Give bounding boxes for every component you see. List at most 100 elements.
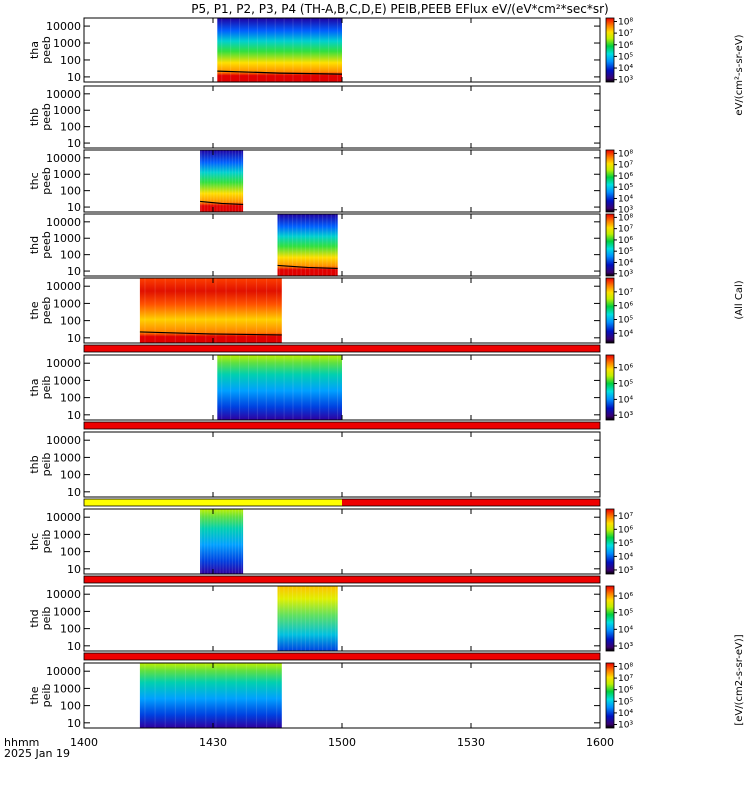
colorbar-tick-label: 10⁷ <box>618 161 633 171</box>
y-tick-label: 10 <box>67 265 81 278</box>
status-bar-frame <box>83 421 601 430</box>
spectrogram-thc-peeb <box>200 150 244 212</box>
y-tick-label: 10000 <box>46 280 81 293</box>
colorbar-tick-label: 10⁵ <box>618 315 633 325</box>
colorbar-tick-label: 10⁵ <box>618 380 633 390</box>
spectrogram-thd-peeb <box>277 214 338 276</box>
colorbar-the-peeb: 10⁴ 10⁵ 10⁶ 10⁷ <box>605 277 633 344</box>
colorbar-tick-label: 10³ <box>618 566 633 576</box>
spacecraft-potential-line <box>200 200 244 206</box>
colorbar-gradient <box>605 277 615 344</box>
y-tick-label: 10000 <box>46 216 81 229</box>
panel-instrument-label: peib <box>40 376 53 400</box>
panel-frame <box>83 85 601 149</box>
panel-probe-label: thc <box>28 172 41 189</box>
spectrogram-tha-peib <box>217 355 342 420</box>
colorbar-tick-label: 10⁴ <box>618 64 633 74</box>
panel-probe-label: thd <box>28 609 41 627</box>
colorbar-label: (All Cal) <box>734 280 745 319</box>
colorbar-tick-label: 10⁵ <box>618 697 633 707</box>
status-bar <box>83 575 601 584</box>
spectrogram-the-peeb <box>139 278 282 343</box>
colorbar-tick-label: 10⁶ <box>618 364 633 374</box>
panel-instrument-label: peeb <box>40 231 53 259</box>
time-format-label: hhmm <box>4 736 39 749</box>
colorbar-tick-label: 10⁸ <box>618 17 633 27</box>
colorbar-thc-peib: 10³ 10⁴ 10⁵ 10⁶ 10⁷ <box>605 508 633 576</box>
status-bar-frame <box>83 498 601 507</box>
status-bar-frame <box>83 652 601 661</box>
spectrogram-thd-peib <box>277 586 338 651</box>
colorbar-tick-label: 10³ <box>618 411 633 421</box>
colorbar-tick-label: 10⁶ <box>618 525 633 535</box>
panel-probe-label: the <box>28 301 41 319</box>
panel-frame <box>83 431 601 498</box>
y-tick-label: 1000 <box>53 682 81 695</box>
y-tick-label: 100 <box>60 623 81 636</box>
status-bar-segment <box>84 422 600 429</box>
colorbar-tick-label: 10⁷ <box>618 674 633 684</box>
y-tick-label: 10 <box>67 409 81 422</box>
spectrogram-thc-peib <box>200 509 244 574</box>
panel-thb-peeb: 10 100 1000 10000 thb peeb <box>28 85 601 150</box>
colorbar-tick-label: 10⁷ <box>618 29 633 39</box>
colorbar-gradient <box>605 213 615 277</box>
colorbar-tick-label: 10³ <box>618 206 633 216</box>
y-tick-label: 100 <box>60 315 81 328</box>
colorbar-tick-label: 10⁵ <box>618 183 633 193</box>
y-tick-label: 1000 <box>53 297 81 310</box>
colorbar-thd-peib: 10³ 10⁴ 10⁵ 10⁶ <box>605 585 633 652</box>
spectrogram-tha-peeb <box>217 18 342 82</box>
y-tick-label: 10000 <box>46 588 81 601</box>
colorbar-tick-label: 10⁵ <box>618 539 633 549</box>
colorbar-tick-label: 10⁴ <box>618 625 633 635</box>
status-bar-frame <box>83 344 601 353</box>
colorbar-tick-label: 10⁶ <box>618 172 633 182</box>
colorbar-tick-label: 10⁴ <box>618 709 633 719</box>
colorbar-tick-label: 10⁶ <box>618 302 633 312</box>
colorbar-tick-label: 10⁸ <box>618 662 633 672</box>
colorbar-tick-label: 10³ <box>618 721 633 731</box>
status-bar <box>83 652 601 661</box>
x-tick-label: 1600 <box>586 736 614 749</box>
panel-frame <box>83 508 601 575</box>
y-tick-label: 10 <box>67 640 81 653</box>
y-tick-label: 1000 <box>53 37 81 50</box>
y-tick-label: 100 <box>60 185 81 198</box>
y-tick-label: 1000 <box>53 232 81 245</box>
spacecraft-potential-line <box>277 264 338 270</box>
panel-frame <box>83 149 601 213</box>
colorbar-tick-label: 10⁴ <box>618 194 633 204</box>
colorbar-tick-label: 10⁶ <box>618 236 633 246</box>
panel-thc-peib: 10 100 1000 10000 thc peib 10³ 10⁴ 10⁵ 10⁶ 10⁷ <box>28 508 633 576</box>
colorbar-units-sst: [eV/(cm2-s-sr-eV)] <box>734 634 745 725</box>
panel-probe-label: thd <box>28 236 41 254</box>
colorbar-tick-label: 10⁷ <box>618 225 633 235</box>
panel-probe-label: thc <box>28 533 41 550</box>
x-tick-label: 1530 <box>457 736 485 749</box>
colorbar-tick-label: 10⁶ <box>618 41 633 51</box>
panel-instrument-label: peeb <box>40 36 53 64</box>
colorbar-tick-label: 10⁵ <box>618 247 633 257</box>
y-tick-label: 100 <box>60 392 81 405</box>
status-bar-segment <box>342 499 600 506</box>
colorbar-tick-label: 10⁷ <box>618 512 633 522</box>
panel-tha-peib: 10 100 1000 10000 tha peib 10³ 10⁴ 10⁵ 10⁶ <box>28 354 633 422</box>
status-bar <box>83 344 601 353</box>
y-tick-label: 100 <box>60 121 81 134</box>
y-tick-label: 1000 <box>53 528 81 541</box>
colorbar-gradient <box>605 662 615 729</box>
y-tick-label: 10 <box>67 201 81 214</box>
y-tick-label: 10 <box>67 486 81 499</box>
colorbar-tick-label: 10⁷ <box>618 288 633 298</box>
y-tick-label: 100 <box>60 249 81 262</box>
status-bar <box>83 498 601 507</box>
status-bar-segment <box>84 576 600 583</box>
x-tick-label: 1500 <box>328 736 356 749</box>
